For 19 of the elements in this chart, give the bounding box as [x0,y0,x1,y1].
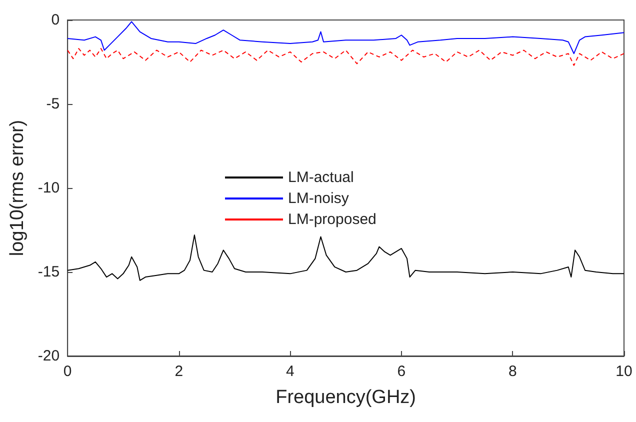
x-tick-label: 10 [616,363,632,380]
x-tick-label: 8 [508,363,517,380]
y-tick-label: -20 [38,348,60,364]
x-axis-title: Frequency(GHz) [276,387,416,408]
y-tick-label: -5 [46,96,60,112]
line-series [67,21,624,54]
x-tick-label: 0 [63,363,72,380]
x-tick-label: 4 [286,363,294,380]
legend-label: LM-noisy [288,190,350,207]
line-series [67,48,624,66]
y-axis-title: log10(rms error) [7,120,28,256]
y-tick-label: -10 [38,180,60,196]
y-tick-label: -15 [38,264,60,280]
legend-label: LM-proposed [288,211,376,228]
x-tick-label: 6 [397,363,406,380]
x-tick-label: 2 [174,363,184,380]
legend-label: LM-actual [288,169,354,186]
line-series [67,234,624,281]
y-tick-label: 0 [51,12,60,28]
